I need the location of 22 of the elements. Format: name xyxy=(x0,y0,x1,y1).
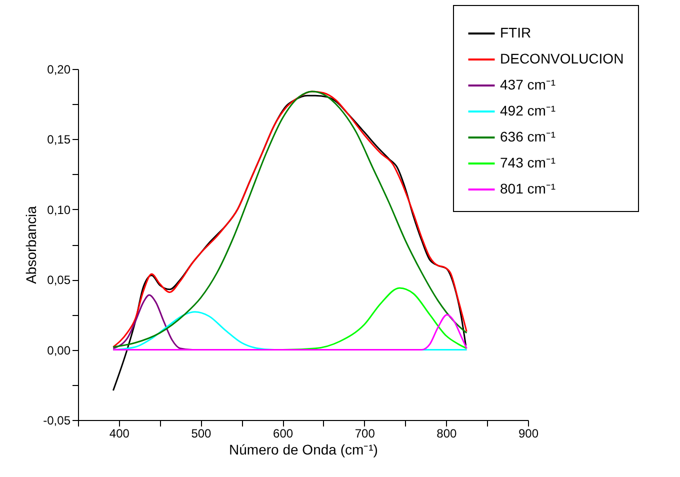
legend-label: 492 cm⁻¹ xyxy=(500,102,556,118)
x-tick-label: 400 xyxy=(109,426,130,440)
y-axis-title: Absorbancia xyxy=(23,206,40,284)
y-tick-label: 0,05 xyxy=(47,273,71,288)
legend-label: 636 cm⁻¹ xyxy=(500,128,556,144)
line-series xyxy=(112,90,468,348)
x-axis-title: Número de Onda (cm⁻¹) xyxy=(229,442,378,458)
legend-label: 437 cm⁻¹ xyxy=(500,76,556,92)
x-tick-label: 700 xyxy=(354,426,376,440)
x-tick-label: 800 xyxy=(436,426,458,440)
x-tick-label: 500 xyxy=(191,426,212,440)
y-tick-label: 0,20 xyxy=(47,62,71,76)
legend-label: 743 cm⁻¹ xyxy=(500,154,556,170)
x-tick-label: 600 xyxy=(273,426,294,440)
legend-label: DECONVOLUCION xyxy=(500,50,624,66)
legend-label: FTIR xyxy=(500,24,532,40)
y-tick-label: 0,00 xyxy=(47,343,71,358)
y-tick-label: -0,05 xyxy=(43,414,71,428)
x-tick-label: 900 xyxy=(518,426,539,440)
legend-label: 801 cm⁻¹ xyxy=(500,180,556,196)
y-tick-label: 0,10 xyxy=(47,202,71,217)
y-tick-label: 0,15 xyxy=(47,132,71,147)
